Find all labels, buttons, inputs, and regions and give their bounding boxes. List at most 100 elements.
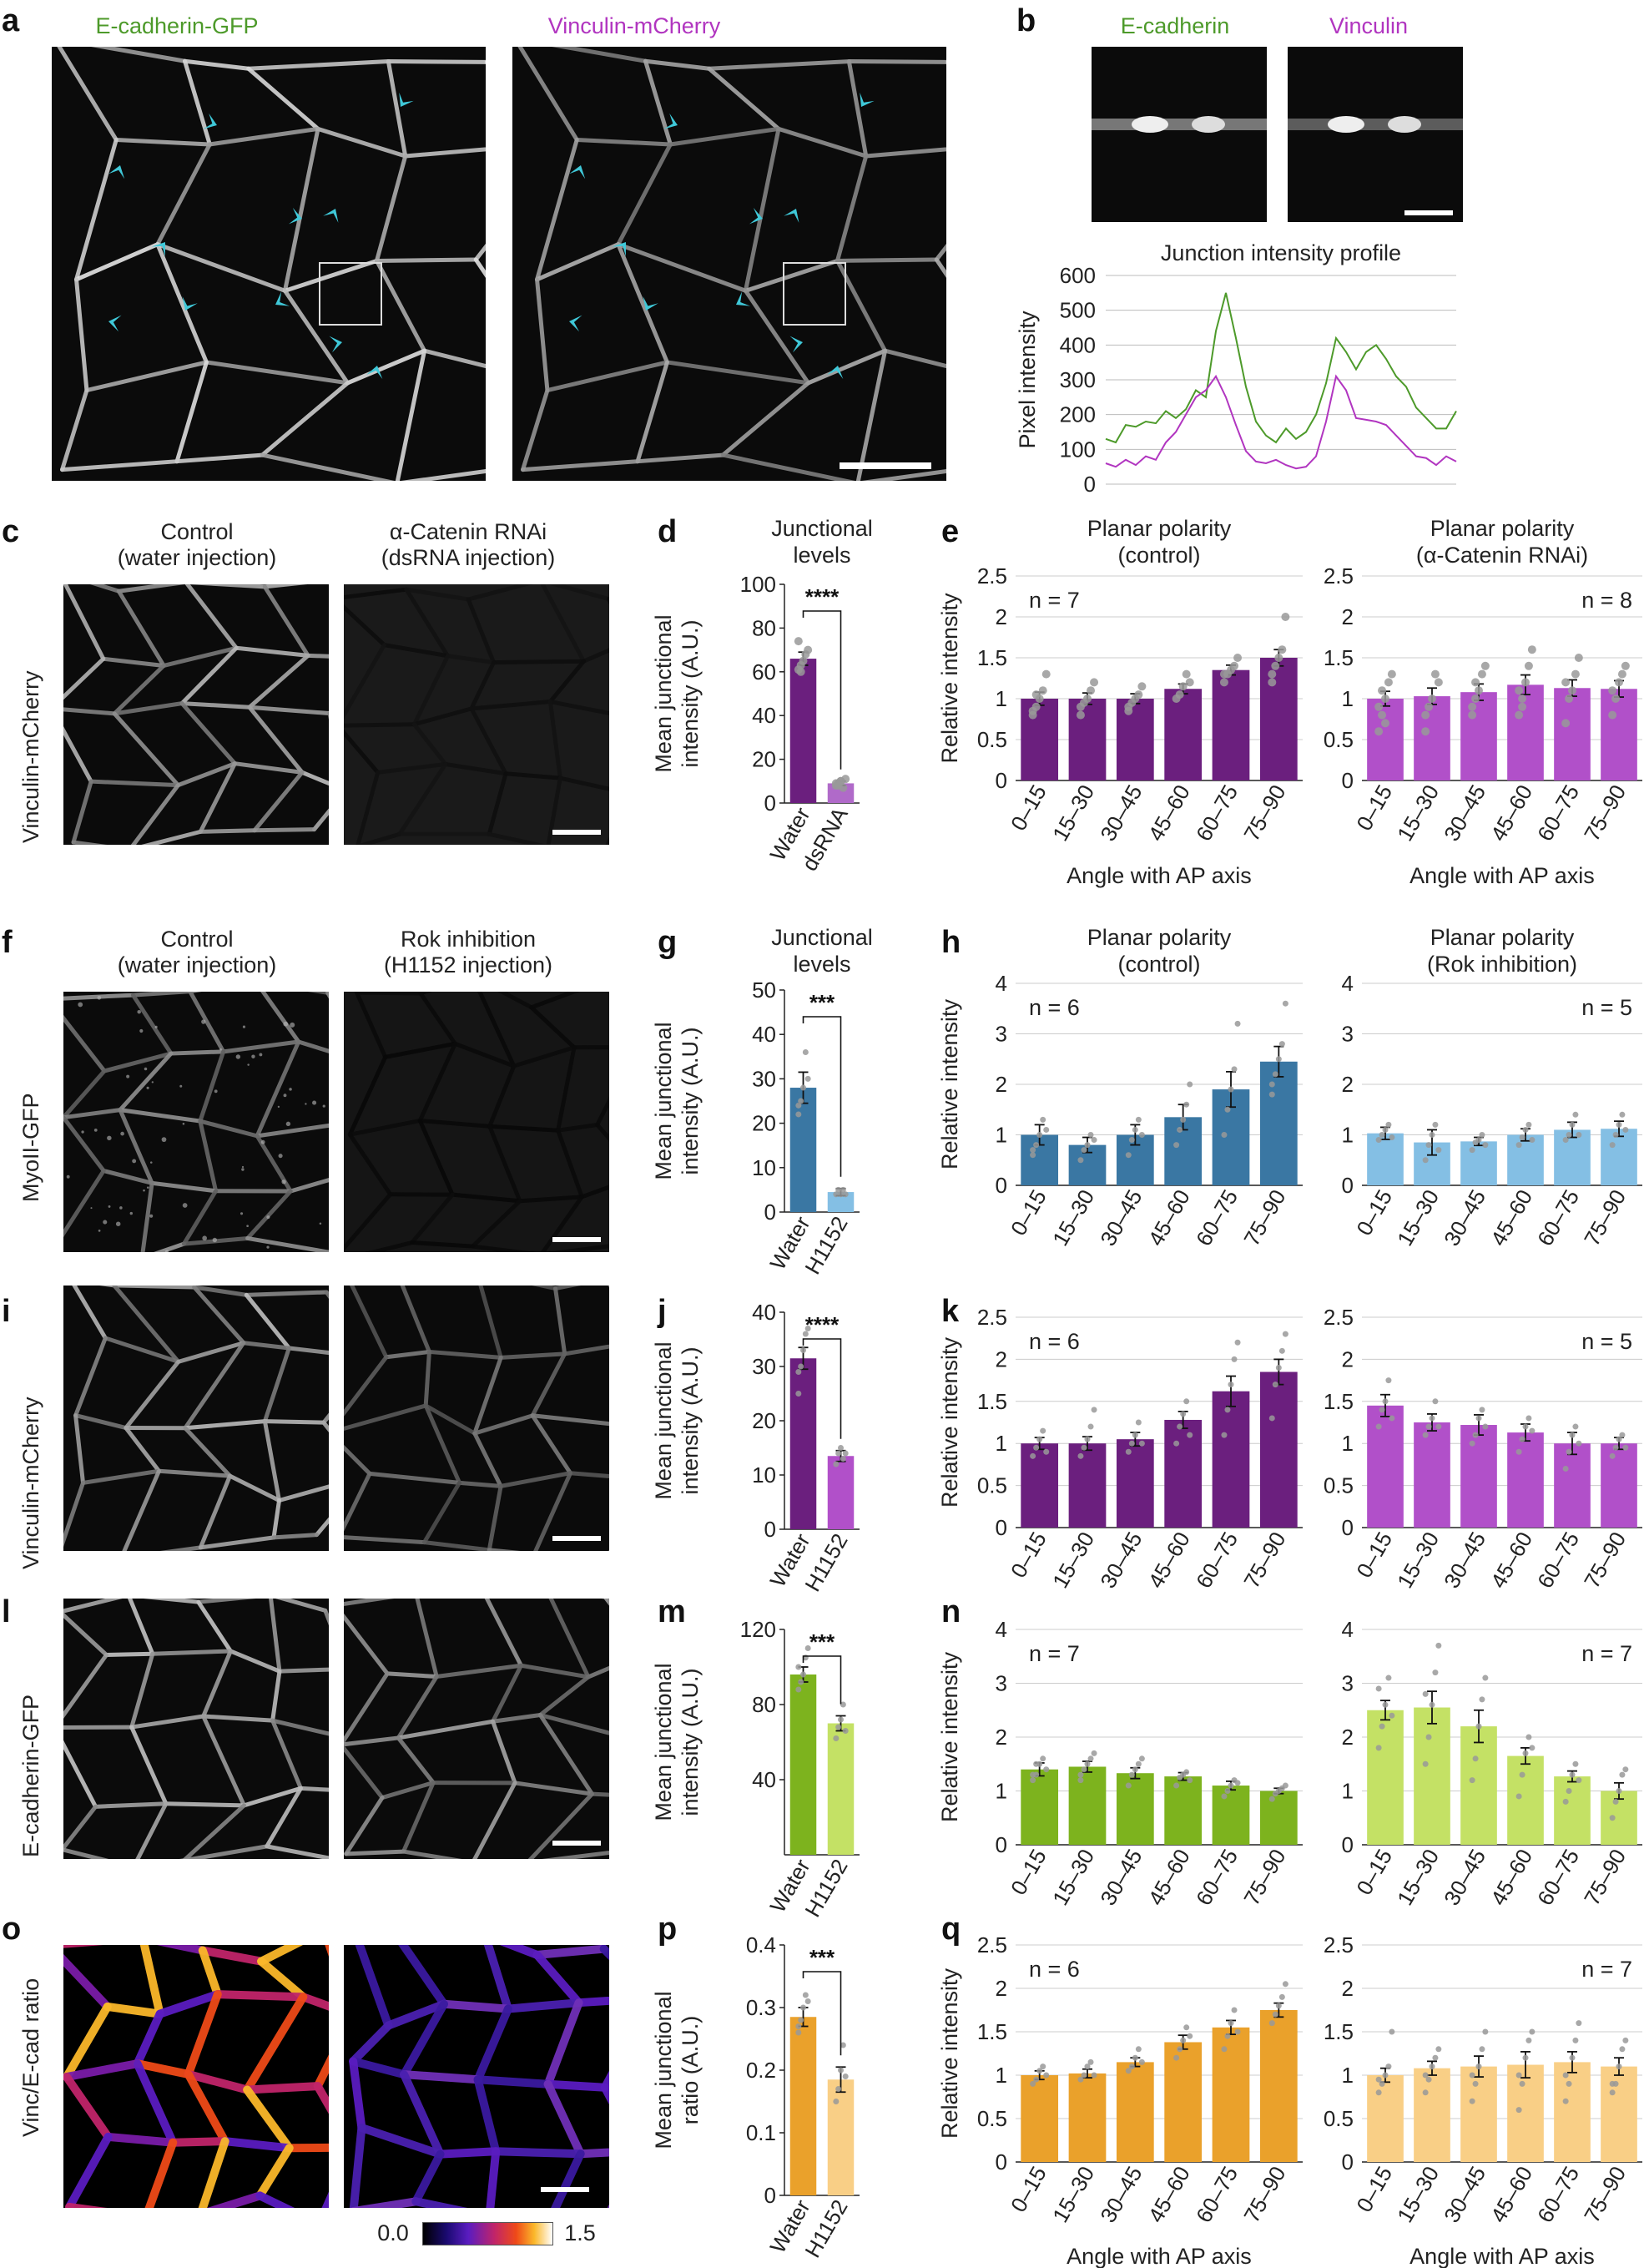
y-axis-label: Relative intensity xyxy=(937,593,962,764)
y-tick-label: 1 xyxy=(1342,2063,1354,2088)
data-point xyxy=(1608,686,1617,695)
y-tick-label: 2.5 xyxy=(977,563,1007,588)
y-tick-label: 0.5 xyxy=(977,1473,1007,1498)
data-point xyxy=(1566,1132,1572,1138)
junction xyxy=(400,2070,445,2159)
y-tick-label: 50 xyxy=(752,977,776,1003)
data-point xyxy=(1421,727,1430,736)
data-point xyxy=(1379,1723,1385,1730)
junction xyxy=(400,2070,482,2084)
y-tick-label: 0 xyxy=(1084,472,1096,497)
junction xyxy=(349,1286,389,1360)
bar xyxy=(1414,1422,1450,1528)
significance-label: **** xyxy=(805,1312,840,1337)
data-point xyxy=(1566,2080,1572,2087)
n-label: n = 6 xyxy=(1029,995,1080,1020)
junction xyxy=(543,2079,609,2092)
junction xyxy=(855,348,888,481)
bar xyxy=(1164,1419,1203,1528)
junction xyxy=(664,360,811,386)
junction xyxy=(484,1599,523,1668)
x-tick-label: 15–30 xyxy=(1392,780,1444,846)
y-tick-label: 1 xyxy=(1342,1779,1354,1804)
bar xyxy=(1068,699,1107,780)
data-point xyxy=(838,1716,844,1723)
junction-network xyxy=(344,1599,609,1859)
y-tick-label: 2.5 xyxy=(977,1932,1007,1957)
y-tick-label: 4 xyxy=(996,1617,1007,1642)
junction xyxy=(129,1651,155,1730)
speckle xyxy=(90,1207,93,1210)
junction xyxy=(213,1990,308,2002)
chart-q-control: 0 0.5 1 1.5 2 2.5 Relative intensity 0–1515–303… xyxy=(937,1932,1303,2268)
data-point xyxy=(1375,1685,1382,1692)
junction xyxy=(204,360,350,386)
y-axis-label: intensity (A.U.) xyxy=(678,1027,703,1174)
data-point xyxy=(1374,727,1384,736)
significance-label: *** xyxy=(809,1945,835,1970)
y-tick-label: 0.5 xyxy=(977,727,1007,752)
junction xyxy=(384,1999,449,2030)
bar xyxy=(1367,2075,1404,2162)
bar xyxy=(1507,1134,1544,1185)
bar xyxy=(1116,699,1154,780)
junction xyxy=(397,761,448,836)
data-point xyxy=(1479,2046,1485,2053)
junction xyxy=(600,2083,609,2105)
junction xyxy=(469,706,508,776)
junction xyxy=(806,348,888,386)
junction xyxy=(257,1957,308,2002)
data-point xyxy=(1083,695,1092,703)
data-point xyxy=(1515,686,1524,695)
junction xyxy=(262,1419,282,1503)
data-point xyxy=(1128,1137,1135,1144)
junction xyxy=(883,348,946,369)
data-point xyxy=(1124,702,1133,711)
junction xyxy=(71,840,108,845)
bar xyxy=(1259,658,1298,780)
data-point xyxy=(1616,1788,1622,1794)
data-point xyxy=(1518,702,1527,711)
data-point xyxy=(1228,2020,1234,2027)
data-point xyxy=(1529,2028,1536,2035)
junction xyxy=(307,992,329,995)
junction xyxy=(260,452,395,481)
scale-bar xyxy=(840,462,931,469)
data-point xyxy=(1084,1142,1091,1149)
junction xyxy=(198,1119,260,1139)
chart-k-control: 0 0.5 1 1.5 2 2.5 Relative intensity 0–1515–303… xyxy=(937,1305,1303,1593)
junction xyxy=(112,701,184,716)
data-point xyxy=(840,1186,846,1193)
junction xyxy=(344,729,381,775)
junction xyxy=(835,154,869,263)
junction xyxy=(112,1286,197,1290)
data-point xyxy=(1519,1771,1525,1778)
x-tick-label: 0–15 xyxy=(1351,780,1397,835)
junction xyxy=(537,1713,609,1735)
data-point xyxy=(1622,1444,1629,1451)
junction xyxy=(635,452,725,464)
data-point xyxy=(1562,2098,1569,2104)
data-point xyxy=(1435,1423,1442,1430)
junction-profile-chart: Junction intensity profile 0 100 200 300 400 5… xyxy=(1015,240,1457,497)
data-point xyxy=(1040,1116,1046,1123)
data-point xyxy=(1228,1782,1234,1789)
data-point xyxy=(1224,1106,1231,1113)
junction xyxy=(492,2147,585,2159)
junction xyxy=(423,1403,477,1436)
junction xyxy=(518,1663,591,1680)
speckle xyxy=(251,1054,255,1058)
speckle xyxy=(161,1137,167,1143)
data-point xyxy=(1234,1780,1241,1786)
junction xyxy=(864,147,946,159)
junction xyxy=(446,654,497,665)
speckle xyxy=(93,1128,98,1132)
junction xyxy=(486,2147,501,2208)
bar xyxy=(1460,1726,1497,1845)
data-point xyxy=(1435,1642,1442,1649)
panel-q-letter: q xyxy=(941,1912,961,1947)
scale-bar xyxy=(552,1237,601,1242)
junction xyxy=(184,1990,222,2079)
junction xyxy=(349,2057,409,2079)
x-tick-label: 45–60 xyxy=(1143,2162,1195,2227)
